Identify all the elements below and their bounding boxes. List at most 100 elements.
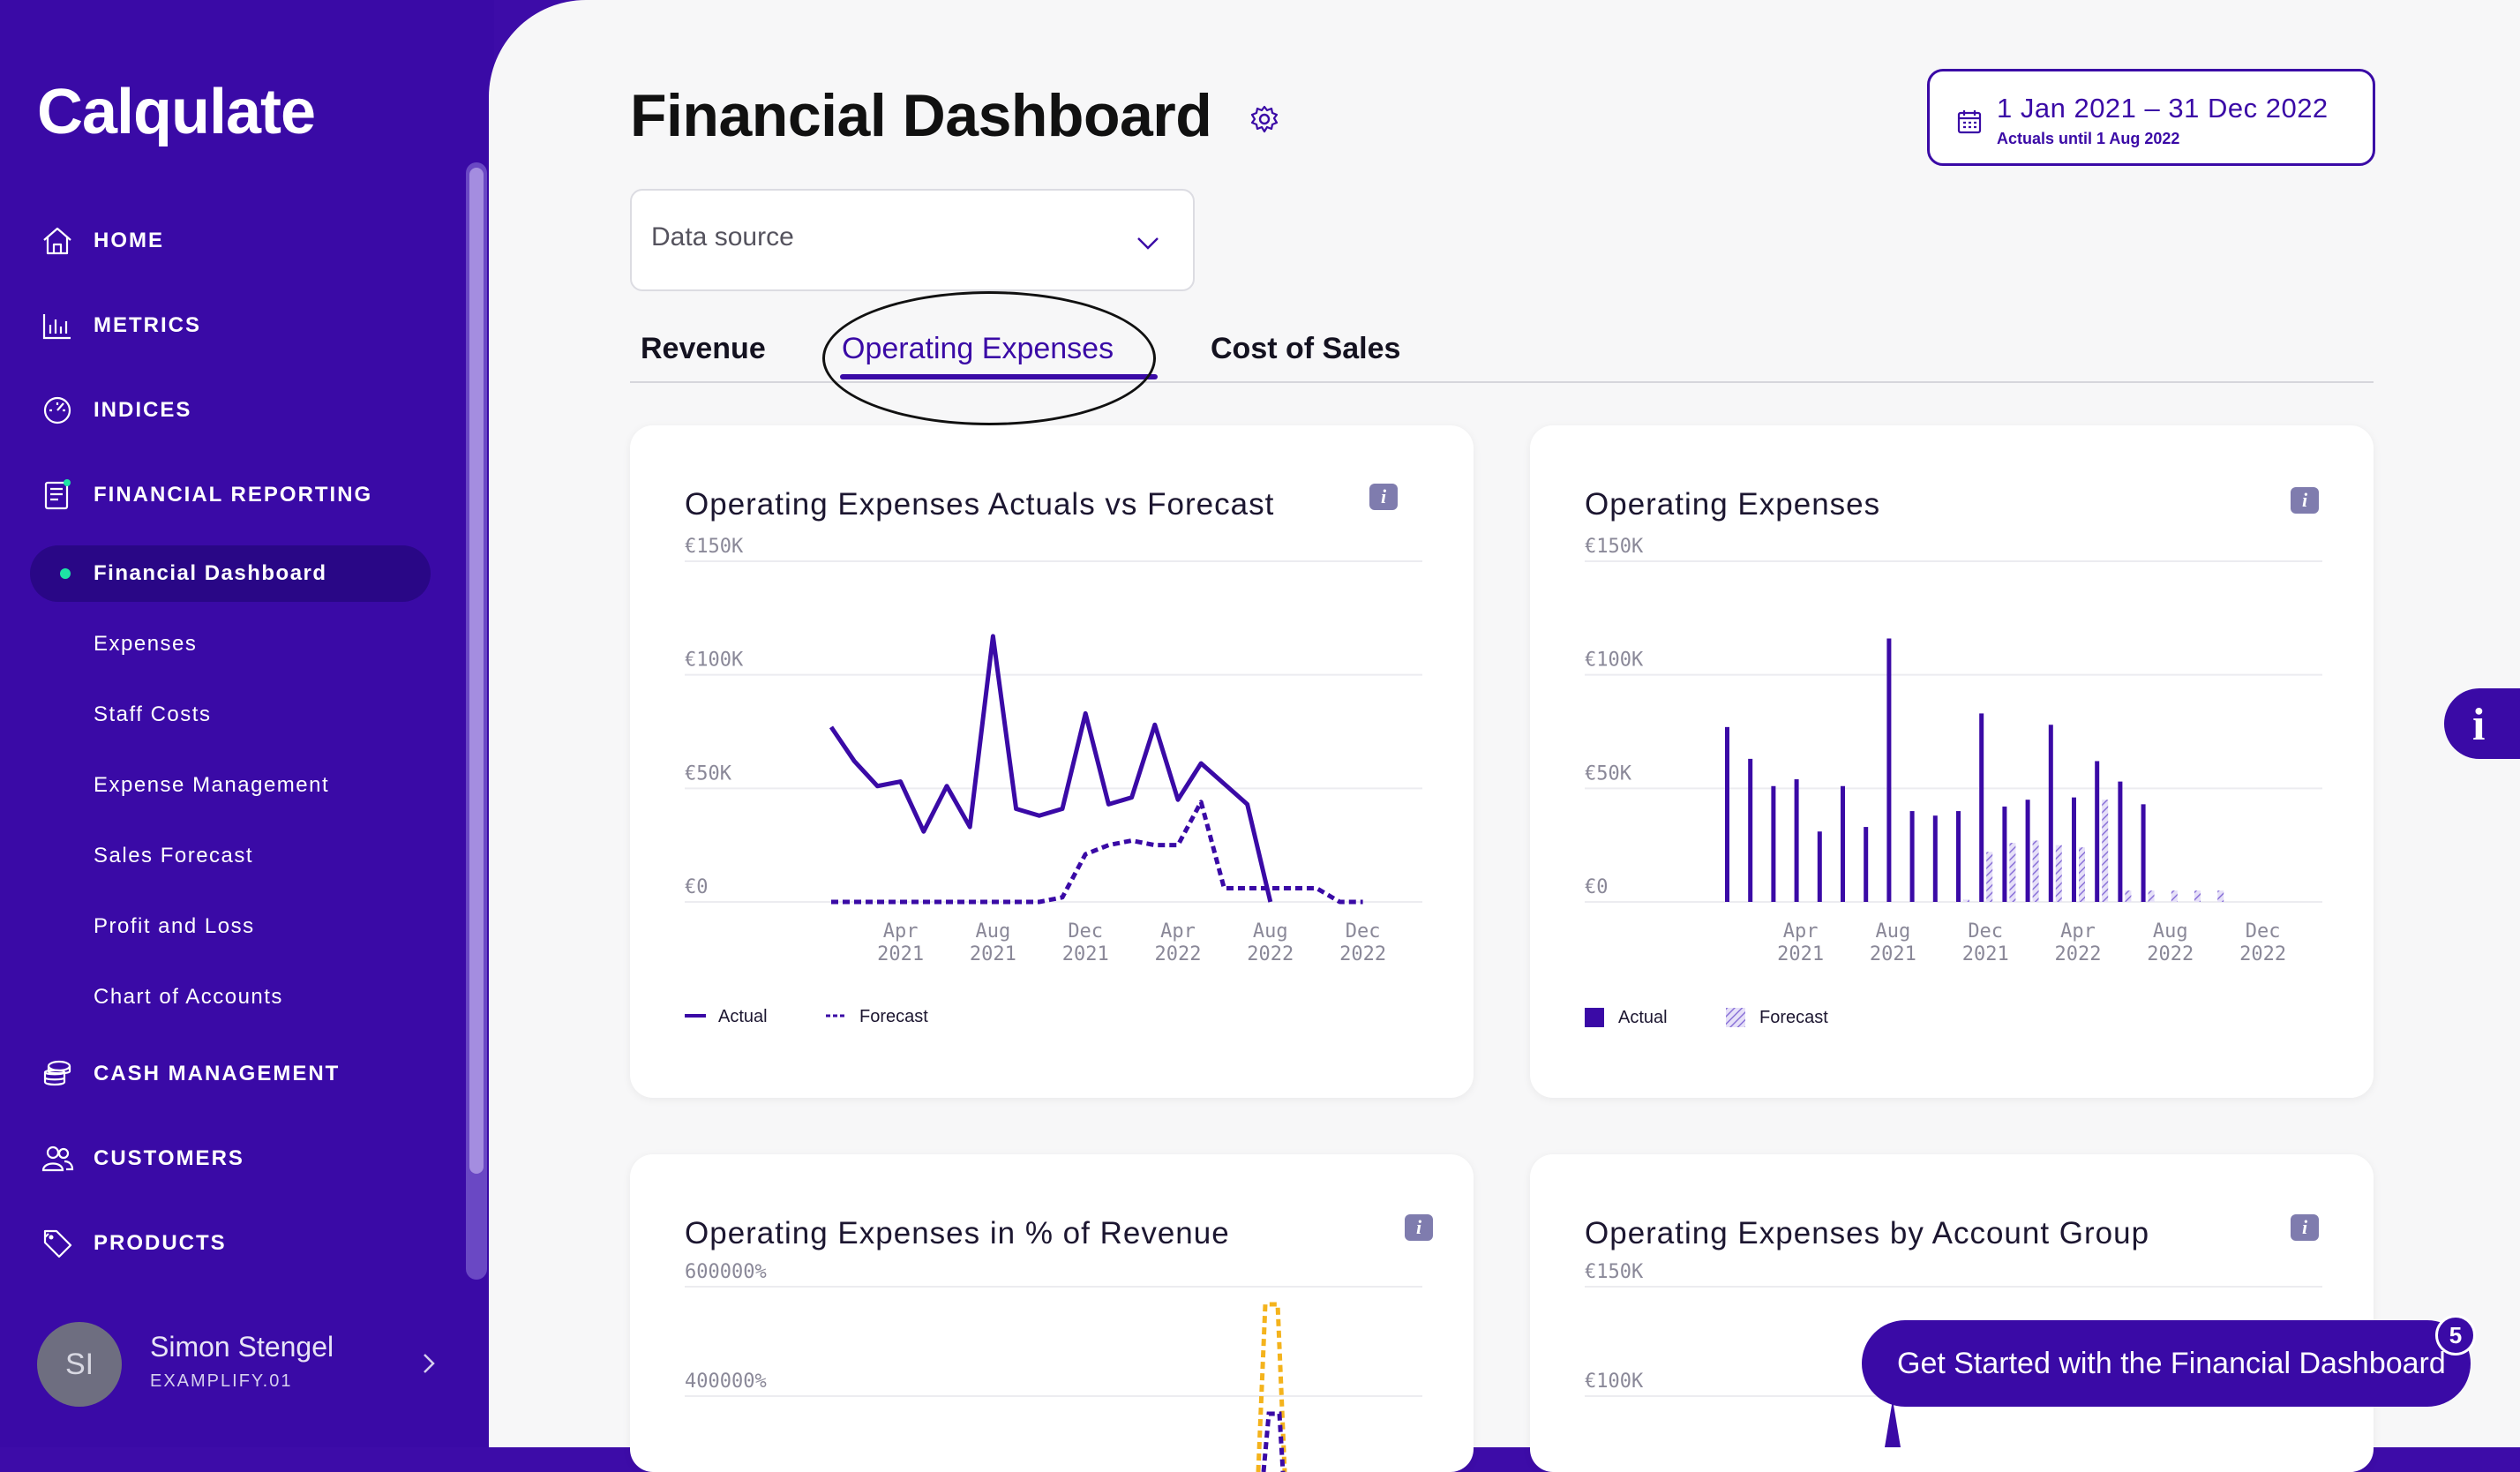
nav-sub-financial-dashboard[interactable]: Financial Dashboard — [94, 561, 327, 585]
bar-chart-icon — [42, 314, 71, 340]
bar-forecast — [1963, 899, 1969, 902]
x-tick-label: Aug — [976, 920, 1011, 943]
bar-forecast — [2171, 890, 2178, 902]
x-tick-label: 2022 — [1155, 943, 1202, 965]
y-tick-label: €100K — [1585, 1371, 1644, 1393]
card-title: Operating Expenses Actuals vs Forecast — [685, 487, 1275, 522]
nav-item-financial-reporting[interactable]: FINANCIAL REPORTING — [41, 478, 372, 512]
app-logo[interactable]: Calqulate — [37, 77, 316, 147]
main-content: Financial Dashboard 1 Jan 2021 – 31 Dec … — [489, 0, 2520, 1472]
line-chart: €150K€100K€50K€0Apr2021Aug2021Dec2021Apr… — [685, 536, 1422, 1026]
series-line-actual — [829, 634, 1273, 903]
x-tick-label: Aug — [2153, 920, 2188, 943]
bar-actual — [2002, 806, 2007, 902]
nav-sub-staff-costs[interactable]: Staff Costs — [94, 702, 212, 726]
bar-actual — [2025, 800, 2030, 902]
bar-actual — [1886, 638, 1892, 902]
nav-item-products-label: PRODUCTS — [94, 1231, 227, 1255]
legend-swatch-actual — [1585, 1008, 1604, 1027]
data-source-select[interactable]: Data source — [630, 189, 1195, 291]
x-tick-label: 2021 — [1870, 943, 1916, 965]
bar-forecast — [2079, 847, 2085, 902]
chevron-right-icon[interactable] — [418, 1350, 439, 1377]
date-range-picker[interactable]: 1 Jan 2021 – 31 Dec 2022 Actuals until 1… — [1927, 69, 2375, 166]
nav-item-metrics-label: METRICS — [94, 313, 201, 337]
notification-badge: 5 — [2435, 1315, 2476, 1356]
info-icon[interactable]: i — [2291, 1214, 2319, 1241]
bar-actual — [1817, 831, 1822, 902]
x-tick-label: 2021 — [1062, 943, 1109, 965]
chart-card-percent-of-revenue: Operating Expenses in % of Revenue i 600… — [630, 1154, 1474, 1472]
bar-actual — [1841, 785, 1845, 902]
card-title: Operating Expenses — [1585, 487, 1881, 522]
nav-item-indices-label: INDICES — [94, 398, 192, 422]
x-tick-label: Dec — [2246, 920, 2281, 943]
bar-actual — [2095, 761, 2100, 902]
bar-forecast — [2217, 890, 2224, 902]
bar-actual — [1932, 815, 1938, 902]
nav-item-customers[interactable]: CUSTOMERS — [41, 1142, 244, 1175]
y-tick-label: €0 — [1585, 876, 1609, 898]
bar-actual — [1748, 758, 1753, 902]
line-chart: 600000% 400000% — [685, 1261, 1422, 1472]
get-started-button[interactable]: Get Started with the Financial Dashboard — [1862, 1320, 2471, 1407]
series-line-forecast — [1256, 1302, 1287, 1472]
nav-item-home-label: HOME — [94, 229, 164, 252]
info-icon[interactable]: i — [1369, 484, 1398, 510]
info-icon: i — [2472, 700, 2486, 750]
nav-item-home[interactable]: HOME — [41, 224, 164, 258]
x-tick-label: Apr — [2060, 920, 2096, 943]
nav-sub-profit-and-loss[interactable]: Profit and Loss — [94, 914, 255, 938]
y-tick-label: €150K — [1585, 536, 1644, 558]
nav-sub-chart-of-accounts[interactable]: Chart of Accounts — [94, 985, 283, 1009]
bar-forecast — [1986, 852, 1993, 902]
x-tick-label: Apr — [1160, 920, 1196, 943]
x-tick-label: 2022 — [2147, 943, 2194, 965]
info-icon[interactable]: i — [1405, 1214, 1433, 1241]
users-icon — [41, 1145, 74, 1172]
avatar[interactable]: SI — [37, 1322, 122, 1407]
nav-item-cash-management[interactable]: CASH MANAGEMENT — [41, 1057, 340, 1091]
chart-card-operating-expenses: Operating Expenses i €150K €100K €50K €0 Apr… — [1530, 425, 2374, 1098]
gear-icon[interactable] — [1249, 104, 1279, 134]
bar-actual — [2141, 804, 2146, 902]
x-tick-label: Dec — [1068, 920, 1103, 943]
bar-forecast — [2125, 890, 2132, 902]
bar-actual — [1979, 713, 1984, 902]
nav-item-indices[interactable]: INDICES — [41, 394, 191, 427]
nav-sub-expense-management[interactable]: Expense Management — [94, 773, 330, 797]
bar-actual — [1909, 811, 1915, 902]
bar-forecast — [2102, 800, 2109, 902]
nav-sub-expenses[interactable]: Expenses — [94, 632, 198, 656]
x-tick-label: 2021 — [1777, 943, 1824, 965]
y-tick-label: 600000% — [685, 1261, 767, 1283]
x-tick-label: 2022 — [1339, 943, 1386, 965]
home-icon — [43, 227, 71, 255]
bar-actual — [2048, 725, 2053, 902]
x-tick-label: Dec — [1968, 920, 2003, 943]
card-title: Operating Expenses in % of Revenue — [685, 1216, 1230, 1250]
x-tick-label: Apr — [883, 920, 919, 943]
nav-sub-sales-forecast[interactable]: Sales Forecast — [94, 844, 254, 867]
coins-icon — [43, 1060, 71, 1086]
tooltip-pointer — [1885, 1400, 1901, 1447]
user-name[interactable]: Simon Stengel — [150, 1331, 334, 1363]
series-line-actual — [1261, 1411, 1286, 1472]
x-tick-label: 2021 — [1962, 943, 2009, 965]
tab-revenue[interactable]: Revenue — [641, 332, 766, 365]
tab-cost-of-sales[interactable]: Cost of Sales — [1211, 332, 1401, 365]
get-started-label: Get Started with the Financial Dashboard — [1897, 1347, 2446, 1380]
tabs-divider — [630, 381, 2374, 383]
side-info-tab[interactable]: i — [2444, 688, 2520, 759]
actuals-until-label: Actuals until 1 Aug 2022 — [1997, 130, 2180, 147]
report-icon — [44, 479, 71, 510]
sidebar: Calqulate HOME METRICS INDICES FINANCIAL… — [0, 0, 494, 1447]
bar-forecast — [2009, 843, 2016, 902]
bar-forecast — [2194, 890, 2201, 902]
nav-item-metrics[interactable]: METRICS — [41, 309, 201, 342]
x-tick-label: Aug — [1876, 920, 1911, 943]
sidebar-scroll-thumb[interactable] — [469, 168, 484, 1174]
legend-label-actual: Actual — [1618, 1008, 1668, 1027]
info-icon[interactable]: i — [2291, 487, 2319, 514]
nav-item-products[interactable]: PRODUCTS — [41, 1227, 227, 1260]
